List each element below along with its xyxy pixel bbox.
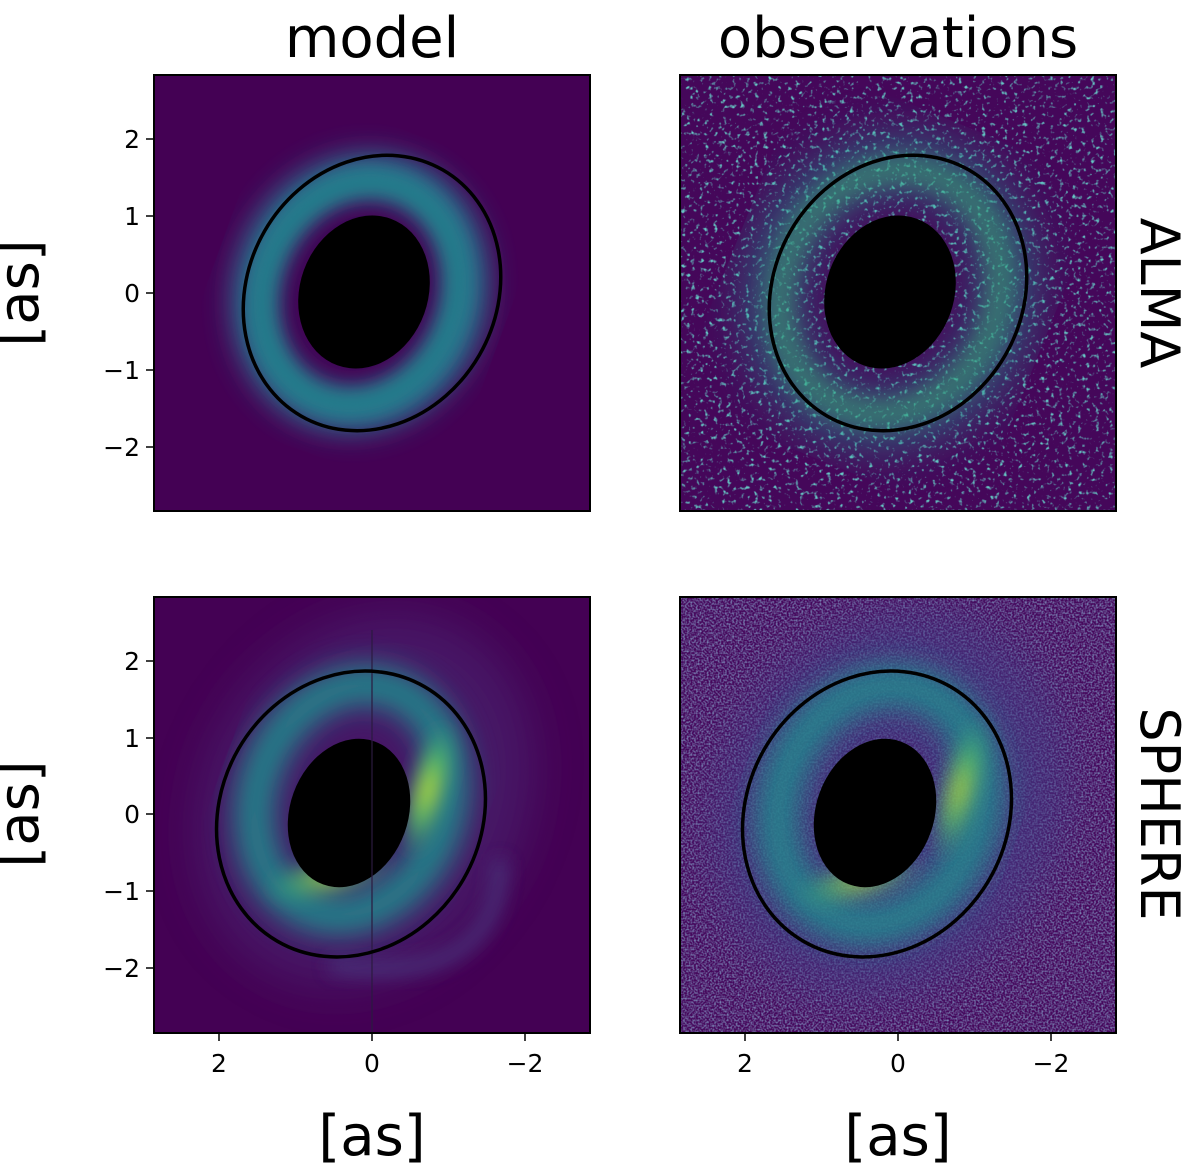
- inner-mask: [813, 738, 937, 888]
- y-tick-label: 0: [124, 800, 140, 829]
- row-label-alma: ALMA: [1128, 218, 1191, 369]
- outer-contour: [767, 153, 1029, 433]
- outer-contour: [241, 153, 503, 433]
- ring-emission: [755, 663, 1005, 947]
- outer-contour: [740, 669, 1014, 959]
- y-tick-label: 2: [124, 647, 140, 676]
- ring-emission-speckle: [764, 155, 1016, 429]
- outer-contour: [214, 669, 488, 959]
- forward-scatter-bright-right: [399, 717, 457, 863]
- y-tick-label: 1: [124, 724, 140, 753]
- panel-observations-alma: [680, 75, 1116, 511]
- x-tick-label: −2: [507, 1049, 544, 1078]
- y-tick-label: 0: [124, 279, 140, 308]
- panel-model-alma: [154, 75, 590, 511]
- x-axis-label-left: [as]: [318, 1104, 425, 1169]
- outer-arc: [328, 859, 507, 976]
- inner-mask: [298, 215, 430, 369]
- y-axis-label-top: [as]: [0, 239, 52, 346]
- ring-emission-core: [250, 170, 470, 416]
- forward-scatter-bright-right: [930, 714, 990, 866]
- x-tick-label: 2: [737, 1049, 753, 1078]
- panel-model-sphere: [154, 597, 590, 1033]
- inner-mask: [824, 215, 956, 369]
- x-tick-label: 0: [364, 1049, 380, 1078]
- y-ticks-bottom: 2 1 0 −1 −2: [103, 647, 154, 983]
- y-ticks-top: 2 1 0 −1 −2: [103, 125, 154, 462]
- x-ticks-left: 2 0 −2: [211, 1033, 543, 1078]
- y-tick-label: 2: [124, 125, 140, 154]
- row-label-sphere: SPHERE: [1128, 707, 1191, 920]
- column-title-model: model: [285, 6, 459, 71]
- ring-emission: [234, 664, 470, 936]
- panel-observations-sphere: [680, 597, 1116, 1033]
- panel-frame: [679, 74, 1117, 512]
- y-tick-label: −2: [103, 433, 140, 462]
- inner-mask: [287, 738, 411, 888]
- x-ticks-right: 2 0 −2: [737, 1033, 1069, 1078]
- x-tick-label: 0: [890, 1049, 906, 1078]
- column-title-observations: observations: [718, 6, 1078, 71]
- y-axis-label-bottom: [as]: [0, 760, 52, 867]
- y-tick-label: −1: [103, 877, 140, 906]
- x-tick-label: 2: [211, 1049, 227, 1078]
- y-tick-label: −1: [103, 356, 140, 385]
- y-tick-label: −2: [103, 954, 140, 983]
- y-tick-label: 1: [124, 202, 140, 231]
- x-tick-label: −2: [1033, 1049, 1070, 1078]
- x-axis-label-right: [as]: [844, 1104, 951, 1169]
